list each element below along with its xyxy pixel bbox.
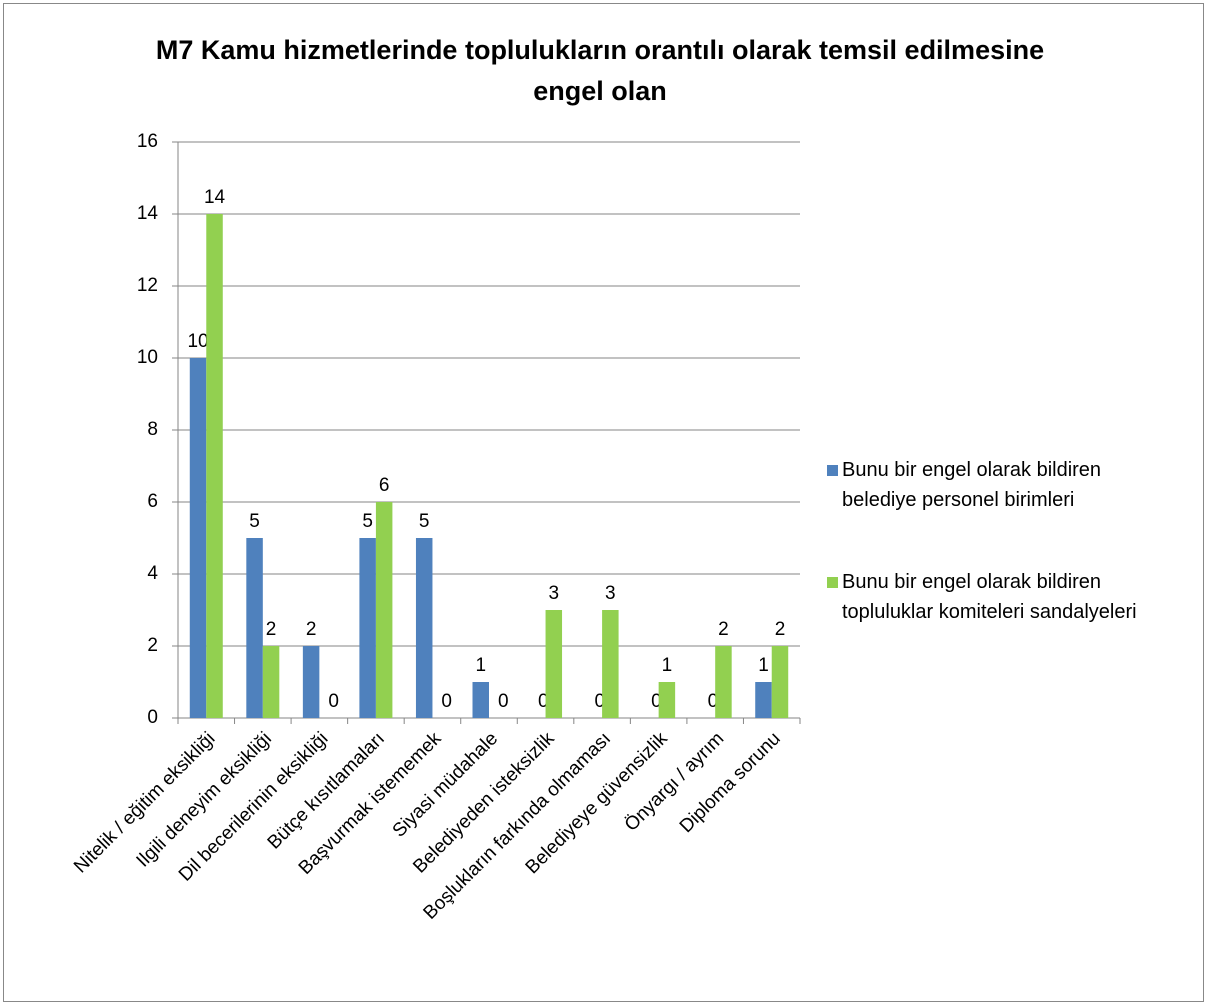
data-label: 2 xyxy=(775,619,786,640)
chart-title: M7 Kamu hizmetlerinde toplulukların oran… xyxy=(155,35,1045,106)
data-label: 2 xyxy=(718,619,729,640)
y-tick-label: 8 xyxy=(147,419,158,440)
bar xyxy=(246,538,263,718)
bar xyxy=(771,646,789,718)
y-tick-label: 14 xyxy=(137,203,159,224)
bar xyxy=(359,538,376,718)
bar xyxy=(262,646,280,718)
data-label: 5 xyxy=(249,511,260,532)
data-label: 6 xyxy=(379,475,390,496)
y-tick-label: 12 xyxy=(137,275,158,296)
bar xyxy=(302,646,320,718)
legend-swatch xyxy=(827,465,838,476)
data-label: 0 xyxy=(441,691,452,712)
bar xyxy=(415,538,433,718)
x-tick-label: Önyargı / ayrım xyxy=(621,728,728,835)
data-label: 3 xyxy=(549,583,560,604)
data-label: 1 xyxy=(758,655,769,676)
data-label: 0 xyxy=(651,691,662,712)
y-tick-label: 6 xyxy=(147,491,158,512)
data-label: 5 xyxy=(362,511,373,532)
data-label: 0 xyxy=(708,691,719,712)
bar xyxy=(545,610,563,718)
bar xyxy=(375,502,393,718)
bar xyxy=(206,214,223,718)
bar xyxy=(658,682,676,718)
data-label: 2 xyxy=(306,619,317,640)
legend-label: Bunu bir engel olarak bildiren belediye … xyxy=(842,459,1102,511)
bar xyxy=(715,646,732,718)
data-label: 0 xyxy=(595,691,606,712)
data-label: 10 xyxy=(187,331,208,352)
y-tick-label: 2 xyxy=(147,635,158,656)
bar xyxy=(472,682,489,718)
bar xyxy=(189,358,207,718)
y-tick-label: 0 xyxy=(147,707,158,728)
x-tick-label: Siyasi müdahale xyxy=(389,728,502,841)
y-tick-label: 16 xyxy=(137,131,158,152)
y-tick-label: 10 xyxy=(137,347,158,368)
data-label: 0 xyxy=(498,691,509,712)
data-label: 5 xyxy=(419,511,430,532)
data-label: 0 xyxy=(328,691,339,712)
y-tick-label: 4 xyxy=(147,563,158,584)
data-label: 1 xyxy=(662,655,673,676)
data-label: 3 xyxy=(605,583,616,604)
data-label: 0 xyxy=(538,691,549,712)
data-label: 14 xyxy=(204,187,226,208)
chart-border xyxy=(3,3,1204,1002)
x-tick-label: Diploma sorunu xyxy=(676,728,785,837)
data-label: 2 xyxy=(266,619,277,640)
data-label: 1 xyxy=(475,655,486,676)
legend-label: Bunu bir engel olarak bildiren toplulukl… xyxy=(842,571,1137,623)
legend-swatch xyxy=(827,577,838,588)
bar xyxy=(755,682,772,718)
bar xyxy=(602,610,619,718)
